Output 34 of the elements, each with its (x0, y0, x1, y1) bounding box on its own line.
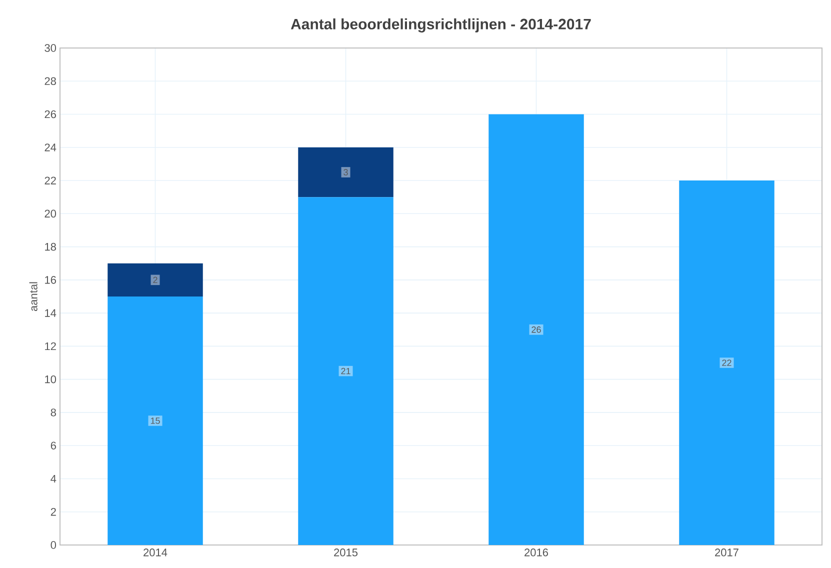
x-tick-label: 2017 (715, 548, 738, 556)
y-tick-label: 10 (45, 375, 56, 384)
y-tick-label: 30 (44, 44, 56, 52)
y-tick-label: 12 (45, 342, 56, 350)
y-tick-label: 8 (50, 408, 56, 416)
data-label: 15 (150, 418, 160, 424)
y-tick-label: 20 (44, 210, 56, 218)
y-tick-label: 26 (44, 110, 56, 118)
bar (679, 180, 774, 545)
bar (108, 296, 203, 545)
x-tick-label: 2015 (334, 548, 358, 556)
y-tick-label: 0 (50, 541, 56, 549)
y-tick-label: 22 (44, 176, 56, 184)
chart-title: Aantal beoordelingsrichtlijnen - 2014-2017 (290, 18, 591, 32)
y-tick-label: 28 (44, 77, 56, 86)
y-tick-label: 4 (50, 474, 56, 483)
data-label: 22 (722, 360, 732, 366)
data-label: 3 (344, 169, 348, 176)
y-tick-label: 2 (50, 508, 56, 516)
x-tick-label: 2014 (144, 548, 168, 556)
bar (298, 197, 394, 545)
bar (488, 114, 584, 545)
data-label: 21 (341, 368, 350, 374)
data-label: 26 (532, 326, 541, 333)
bar (298, 147, 394, 198)
y-axis-title: aantal (29, 282, 38, 312)
data-label: 2 (153, 276, 158, 284)
bar (108, 263, 203, 296)
x-tick-label: 2016 (524, 548, 548, 556)
y-tick-label: 6 (50, 442, 56, 450)
y-tick-label: 14 (45, 309, 56, 317)
y-tick-label: 24 (44, 144, 56, 152)
y-tick-label: 18 (45, 242, 56, 251)
y-tick-label: 16 (45, 276, 56, 284)
